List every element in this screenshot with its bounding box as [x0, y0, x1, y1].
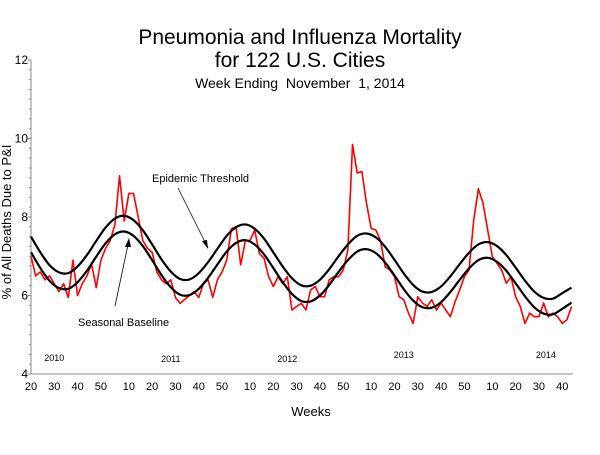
- baseline-label: Seasonal Baseline: [78, 317, 169, 329]
- x-tick-label: 20: [25, 381, 37, 393]
- x-tick-label: 50: [95, 381, 107, 393]
- x-tick-label: 30: [412, 381, 424, 393]
- baseline-arrow: [114, 239, 130, 307]
- observed-pi-mortality-line: [30, 143, 573, 325]
- year-label: 2011: [161, 354, 180, 364]
- x-tick-label: 10: [365, 381, 377, 393]
- x-tick-label: 40: [314, 381, 326, 393]
- x-tick-label: 30: [48, 381, 60, 393]
- threshold-arrow: [177, 187, 209, 249]
- epidemic-threshold-line: [30, 214, 573, 301]
- y-axis-label: % of All Deaths Due to P&I: [0, 145, 14, 300]
- baseline-annotation: Seasonal Baseline: [78, 238, 169, 329]
- threshold-label: Epidemic Threshold: [152, 173, 249, 185]
- x-tick-label: 40: [71, 381, 83, 393]
- x-tick-label: 40: [193, 381, 205, 393]
- x-axis-label: Weeks: [291, 404, 331, 419]
- x-tick-label: 20: [267, 381, 279, 393]
- y-tick-label: 6: [21, 289, 28, 303]
- y-tick-label: 4: [21, 367, 28, 381]
- y-tick-label: 8: [21, 210, 28, 224]
- seasonal-baseline-line: [30, 230, 573, 316]
- year-label: 2010: [44, 353, 64, 363]
- x-tick-label: 50: [337, 381, 349, 393]
- x-tick-label: 10: [486, 381, 498, 393]
- x-tick-label: 50: [216, 381, 228, 393]
- baseline-arrowhead-icon: [125, 238, 131, 247]
- x-tick-label: 50: [458, 381, 470, 393]
- threshold-annotation: Epidemic Threshold: [152, 173, 249, 249]
- year-label: 2014: [536, 350, 556, 360]
- x-tick-label: 40: [556, 381, 568, 393]
- y-tick-label: 10: [15, 132, 29, 146]
- chart-subtitle: Week Ending November 1, 2014: [195, 75, 405, 91]
- threshold-arrowhead-icon: [202, 240, 208, 249]
- year-label: 2013: [394, 350, 414, 360]
- x-tick-label: 40: [435, 381, 447, 393]
- x-tick-label: 30: [290, 381, 302, 393]
- chart-title-line2: for 122 U.S. Cities: [215, 49, 385, 72]
- year-label: 2012: [277, 354, 297, 364]
- x-tick-label: 30: [169, 381, 181, 393]
- x-tick-label: 20: [510, 381, 522, 393]
- x-tick-label: 10: [123, 381, 135, 393]
- x-tick-label: 20: [388, 381, 400, 393]
- x-tick-label: 20: [146, 381, 158, 393]
- x-tick-label: 30: [533, 381, 545, 393]
- chart-title: Pneumonia and Influenza Mortality: [138, 26, 462, 49]
- y-tick-label: 12: [15, 53, 29, 67]
- x-tick-label: 10: [244, 381, 256, 393]
